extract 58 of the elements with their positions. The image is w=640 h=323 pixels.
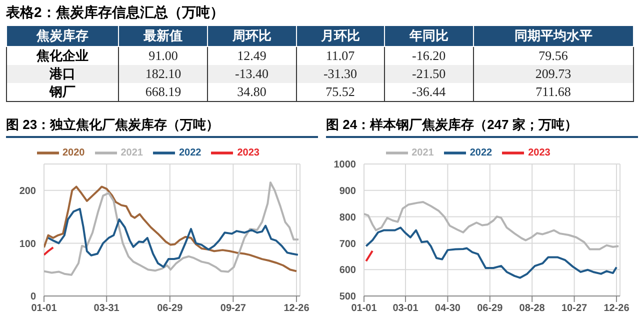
chart-title: 图 23：独立焦化厂焦炭库存（万吨） [6,116,318,138]
line-series [365,226,618,279]
y-tick-label: 500 [339,292,356,303]
data-label: 75.52 [324,83,356,101]
x-tick-label: 最新值 [118,26,208,46]
data-label: 12.49 [236,47,268,65]
x-tick-label: 01-01 [31,303,58,314]
data-label: -13.40 [234,65,270,83]
x-tick-label: 年同比 [384,26,474,46]
y-tick-label: 1000 [334,160,356,171]
y-tick-label: 800 [339,212,356,224]
legend-label: 2021 [412,148,434,159]
x-tick-label: 04-30 [434,303,461,314]
x-tick-label: 12-26 [604,303,630,314]
data-label: 34.80 [236,83,268,101]
data-label: -31.30 [322,65,358,83]
data-label: 11.07 [324,47,356,65]
y-tick-label: 0 [30,292,36,303]
y-tick-label: 200 [19,186,36,197]
x-tick-label: 03-01 [392,303,419,314]
y-tick-label: 焦化企业 [35,47,90,65]
legend-label: 2022 [179,148,202,159]
data-label: 79.56 [538,47,569,65]
y-axis-title: 焦炭库存 [6,26,119,46]
x-tick-label: 06-29 [157,303,184,314]
data-label: 711.68 [534,83,572,101]
legend-label: 2022 [470,148,492,159]
x-tick-label: 月环比 [296,26,385,46]
data-label: 91.00 [148,47,179,65]
data-label: -21.50 [410,65,447,83]
line-series [47,208,299,268]
y-tick-label: 港口 [48,65,77,83]
data-label: 209.73 [534,65,572,83]
chart-title: 表格2：焦炭库存信息汇总（万吨） [6,4,225,22]
legend-label: 2020 [62,148,85,159]
y-tick-label: 900 [339,186,356,197]
y-tick-label: 100 [19,238,36,250]
x-tick-label: 06-29 [477,303,504,314]
data-label: 668.19 [144,83,182,101]
chart-title: 图 24：样本钢厂焦炭库存（247 家；万吨） [326,116,638,138]
x-tick-label: 03-31 [94,303,120,314]
data-label: -16.20 [410,47,447,65]
legend-label: 2023 [528,148,550,159]
legend-label: 2021 [120,148,143,159]
y-tick-label: 700 [339,238,356,250]
y-tick-label: 600 [339,265,356,276]
x-tick-label: 01-01 [351,303,378,314]
y-tick-label: 钢厂 [48,83,77,101]
x-tick-label: 同期平均水平 [473,26,634,46]
x-tick-label: 12-26 [284,303,310,314]
x-tick-label: 08-28 [519,303,546,314]
data-label: -36.44 [410,83,447,101]
x-tick-label: 10-27 [561,303,588,314]
x-tick-label: 09-27 [220,303,246,314]
line-series [364,201,620,250]
data-label: 182.10 [144,65,182,83]
x-tick-label: 周环比 [208,26,296,46]
legend-label: 2023 [237,148,260,159]
